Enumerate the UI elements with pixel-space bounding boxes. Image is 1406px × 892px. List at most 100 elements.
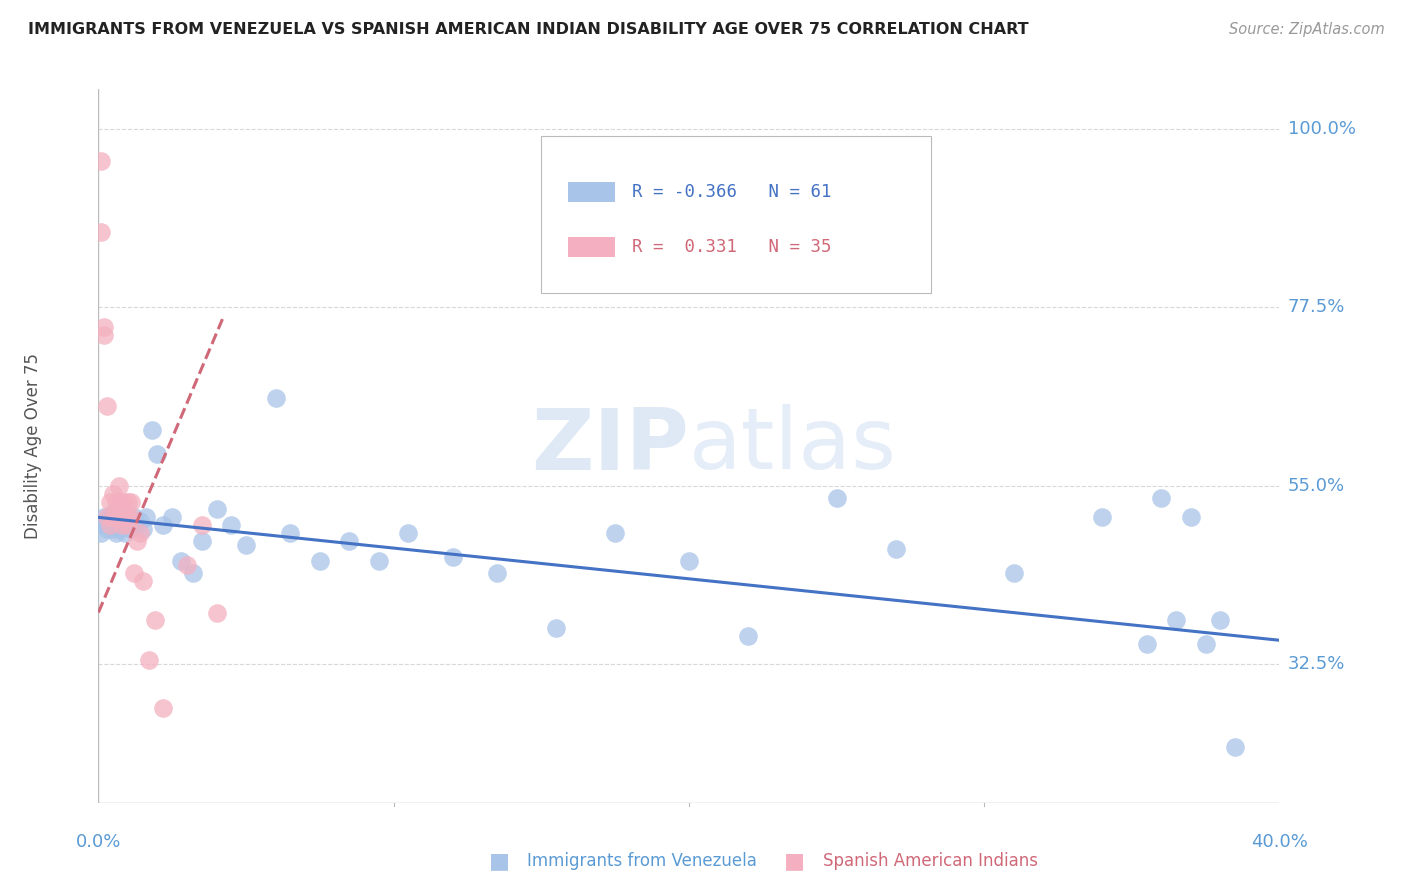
Point — [146, 447, 169, 461]
Point — [108, 514, 131, 528]
Point — [96, 510, 118, 524]
Point — [108, 510, 131, 524]
Point — [105, 518, 128, 533]
Point — [737, 629, 759, 643]
Point — [103, 522, 125, 536]
Point — [98, 494, 121, 508]
Point — [105, 526, 128, 541]
Point — [111, 510, 134, 524]
Point — [108, 494, 131, 508]
Point — [1209, 614, 1232, 628]
Point — [114, 494, 136, 508]
Point — [111, 510, 134, 524]
Text: ZIP: ZIP — [531, 404, 689, 488]
Point — [105, 510, 128, 524]
Point — [235, 538, 257, 552]
Text: ■: ■ — [489, 851, 509, 871]
Text: Source: ZipAtlas.com: Source: ZipAtlas.com — [1229, 22, 1385, 37]
Point — [120, 494, 142, 508]
Point — [176, 558, 198, 572]
Text: 0.0%: 0.0% — [76, 833, 121, 851]
Point — [105, 494, 128, 508]
Text: Spanish American Indians: Spanish American Indians — [823, 852, 1038, 870]
Text: 55.0%: 55.0% — [1288, 476, 1346, 495]
Point — [125, 534, 148, 549]
Text: 32.5%: 32.5% — [1288, 655, 1346, 673]
Point — [1164, 614, 1187, 628]
Point — [368, 554, 391, 568]
Point — [544, 621, 567, 635]
Point — [205, 606, 228, 620]
Point — [93, 518, 115, 533]
Point — [309, 554, 332, 568]
Point — [108, 478, 131, 492]
Point — [884, 542, 907, 557]
Point — [98, 518, 121, 533]
Point — [98, 518, 121, 533]
Point — [138, 653, 160, 667]
Point — [96, 514, 118, 528]
Point — [117, 518, 139, 533]
Point — [96, 522, 118, 536]
Point — [120, 514, 142, 528]
Point — [678, 554, 700, 568]
Point — [117, 518, 139, 533]
Point — [93, 320, 115, 334]
FancyBboxPatch shape — [541, 136, 931, 293]
Point — [825, 491, 848, 505]
Point — [98, 510, 121, 524]
FancyBboxPatch shape — [568, 237, 614, 257]
Point — [396, 526, 419, 541]
Point — [90, 225, 112, 239]
Point — [1091, 510, 1114, 524]
Text: atlas: atlas — [689, 404, 897, 488]
Point — [117, 510, 139, 524]
Point — [103, 486, 125, 500]
Text: Disability Age Over 75: Disability Age Over 75 — [24, 353, 42, 539]
Point — [181, 566, 204, 580]
Point — [337, 534, 360, 549]
Text: R =  0.331   N = 35: R = 0.331 N = 35 — [633, 238, 832, 256]
Point — [264, 392, 287, 406]
Point — [114, 514, 136, 528]
Point — [128, 526, 150, 541]
Text: 77.5%: 77.5% — [1288, 298, 1346, 317]
Point — [128, 514, 150, 528]
Point — [111, 518, 134, 533]
Point — [605, 526, 627, 541]
Point — [93, 510, 115, 524]
Point — [219, 518, 242, 533]
Point — [120, 510, 142, 524]
Point — [152, 700, 174, 714]
Point — [152, 518, 174, 533]
Point — [120, 522, 142, 536]
Point — [122, 510, 145, 524]
Point — [103, 507, 125, 521]
Point — [90, 153, 112, 168]
Point — [486, 566, 509, 580]
Point — [90, 526, 112, 541]
Point — [111, 494, 134, 508]
Point — [117, 494, 139, 508]
Text: 40.0%: 40.0% — [1251, 833, 1308, 851]
Point — [114, 526, 136, 541]
Text: IMMIGRANTS FROM VENEZUELA VS SPANISH AMERICAN INDIAN DISABILITY AGE OVER 75 CORR: IMMIGRANTS FROM VENEZUELA VS SPANISH AME… — [28, 22, 1029, 37]
Point — [93, 328, 115, 343]
Point — [108, 522, 131, 536]
Point — [103, 510, 125, 524]
Point — [122, 566, 145, 580]
Point — [114, 510, 136, 524]
Text: ■: ■ — [785, 851, 804, 871]
FancyBboxPatch shape — [568, 182, 614, 202]
Point — [205, 502, 228, 516]
Point — [278, 526, 302, 541]
Point — [132, 574, 155, 588]
Point — [1135, 637, 1157, 651]
Point — [135, 510, 157, 524]
Point — [1223, 740, 1246, 755]
Point — [191, 518, 214, 533]
Point — [111, 518, 134, 533]
Point — [103, 514, 125, 528]
Point — [1150, 491, 1173, 505]
Point — [170, 554, 193, 568]
